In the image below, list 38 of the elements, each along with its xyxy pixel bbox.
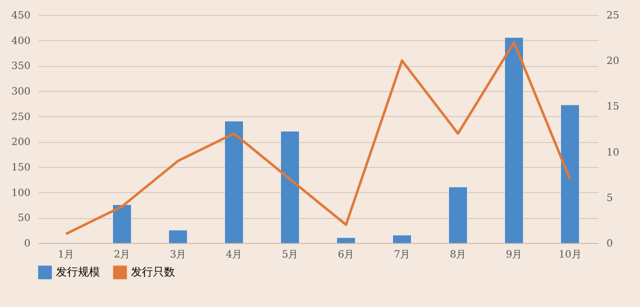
y-tick-label: 350 [11,61,30,72]
y-tick-label: 400 [11,36,30,47]
bar [505,38,523,243]
x-tick-label: 8月 [450,250,466,260]
x-tick-label: 10月 [558,250,582,260]
x-tick-label: 7月 [394,250,410,260]
y-tick-label: 150 [11,162,30,174]
y2-tick-label: 10 [606,147,620,158]
y-tick-label: 50 [18,213,30,224]
bar [225,121,243,243]
x-tick-label: 9月 [506,250,522,260]
y2-tick-label: 20 [606,56,620,68]
y-tick-label: 250 [11,112,30,123]
y-tick-label: 100 [11,188,30,199]
y-tick-label: 0 [24,238,30,250]
bar [561,105,579,243]
y-tick-label: 200 [11,137,30,148]
x-tick-label: 3月 [170,250,186,260]
bar [393,235,411,243]
x-tick-label: 2月 [114,250,130,260]
bar [169,230,187,243]
legend-label: 发行规模 [56,265,100,278]
bar [281,132,299,243]
bar [337,238,355,243]
bar [113,205,131,243]
x-tick-label: 5月 [282,250,298,260]
x-tick-label: 4月 [226,250,242,260]
y2-tick-label: 25 [606,10,620,22]
y2-tick-label: 5 [606,192,613,204]
x-tick-label: 6月 [338,250,354,260]
y-tick-label: 450 [11,10,30,22]
y2-tick-label: 15 [606,102,620,113]
y-tick-label: 300 [11,86,30,98]
legend-label: 发行只数 [131,265,175,278]
y2-tick-label: 0 [606,238,613,250]
bar [449,187,467,243]
line-series [64,41,572,236]
x-tick-label: 1月 [58,250,74,260]
